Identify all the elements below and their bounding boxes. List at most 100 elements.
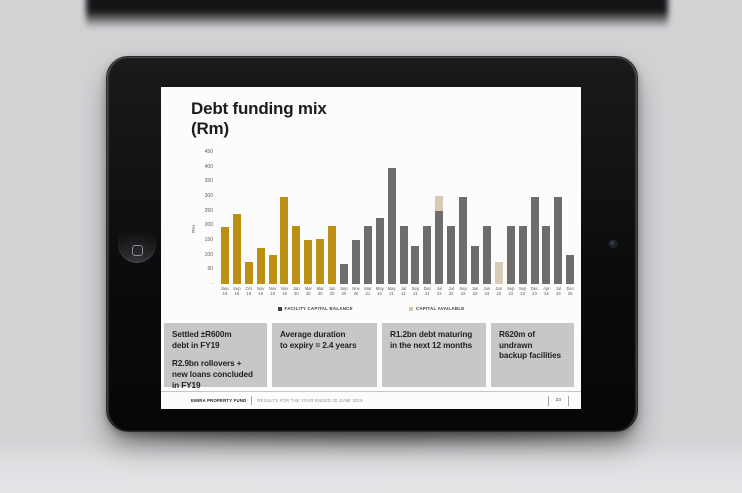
page-number: 23 xyxy=(547,395,569,406)
y-tick-label: 300 xyxy=(204,192,213,199)
x-tick-month: May xyxy=(387,286,396,291)
y-axis-ticks: 450 400 350 300 250 200 150 100 50 - xyxy=(181,150,213,287)
x-tick-month: Jun xyxy=(328,286,336,291)
bar xyxy=(411,246,420,284)
bar xyxy=(256,248,265,284)
y-tick-label: 50 xyxy=(207,266,213,273)
x-tick-year: 23 xyxy=(520,291,525,297)
callout-average-duration: Average duration to expiry = 2.4 years xyxy=(272,323,377,387)
bar-column: Jul 22 xyxy=(445,153,457,296)
bar xyxy=(328,226,337,284)
x-tick-year: 23 xyxy=(496,291,502,297)
footer-subtitle: RESULTS FOR THE YEAR ENDED 30 JUNE 2019 xyxy=(257,398,363,403)
facility-balance-segment xyxy=(435,211,444,284)
x-tick-month: Apr xyxy=(543,286,550,291)
bar xyxy=(387,168,396,284)
home-button[interactable] xyxy=(118,225,156,263)
x-tick-year: 19 xyxy=(234,291,240,297)
capital-available-segment xyxy=(494,262,503,284)
bar xyxy=(232,214,241,284)
bar xyxy=(268,255,277,284)
facility-balance-segment xyxy=(447,226,456,284)
bar-column: Mar 20 xyxy=(302,153,314,296)
bar-column: Nov 19 xyxy=(255,153,267,296)
bar-column: Sep 23 xyxy=(517,153,529,296)
facility-balance-segment xyxy=(542,226,551,284)
bar xyxy=(542,226,551,284)
x-tick-year: 21 xyxy=(401,291,406,297)
bar xyxy=(340,264,349,284)
x-tick-year: 20 xyxy=(353,291,359,297)
x-tick-month: Jul xyxy=(448,286,454,291)
x-tick-year: 20 xyxy=(341,291,347,297)
x-tick-month: Jun xyxy=(471,286,479,291)
x-tick-year: 19 xyxy=(222,291,228,297)
bar xyxy=(316,239,325,284)
x-tick-month: Sep xyxy=(518,286,527,291)
bar xyxy=(363,226,372,284)
bar-column: Jul 24 xyxy=(552,153,564,296)
x-tick-month: Dec xyxy=(423,286,432,291)
facility-balance-segment xyxy=(530,197,539,284)
facility-balance-segment xyxy=(506,226,515,284)
y-tick-label: - xyxy=(211,280,213,287)
footer-brand: EMIRA PROPERTY FUND xyxy=(191,398,247,403)
x-tick-year: 21 xyxy=(413,291,418,297)
bar-column: Jun 23 xyxy=(493,153,505,296)
x-tick-month: Nov xyxy=(352,286,360,291)
x-tick-year: 20 xyxy=(305,291,311,297)
y-tick-label: 350 xyxy=(204,178,213,185)
x-tick-month: May xyxy=(375,286,384,291)
facility-legend-swatch-icon xyxy=(277,306,282,311)
bar-column: Sep 21 xyxy=(410,153,422,296)
facility-balance-segment xyxy=(554,197,563,284)
x-tick-year: 20 xyxy=(294,291,299,297)
x-tick-month: Dec xyxy=(566,286,574,291)
x-tick-month: Nov xyxy=(256,286,265,291)
bar-column: Apr 24 xyxy=(540,153,552,296)
bar xyxy=(304,240,313,284)
bar-column: Sep 22 xyxy=(457,153,469,296)
x-tick-month: Jun xyxy=(495,286,503,291)
facility-balance-segment xyxy=(459,197,468,284)
x-tick-year: 21 xyxy=(389,291,394,297)
facility-balance-segment xyxy=(304,240,313,284)
x-tick-year: 24 xyxy=(544,291,549,297)
facility-balance-segment xyxy=(292,226,301,284)
x-tick-year: 23 xyxy=(532,291,537,297)
bar xyxy=(435,196,444,284)
facility-balance-segment xyxy=(566,255,575,284)
facility-balance-segment xyxy=(256,248,265,284)
bar-column: Jun 23 xyxy=(481,153,493,296)
callout-text: R1.2bn debt maturing in the next 12 mont… xyxy=(390,330,473,350)
bar xyxy=(494,262,503,284)
x-tick-month: Dec xyxy=(530,286,539,291)
x-tick-month: Sep xyxy=(411,286,420,291)
bar-column: Jan 20 xyxy=(290,153,302,296)
x-tick-month: Nov xyxy=(268,286,277,291)
x-tick-month: Sep xyxy=(506,286,515,291)
callout-row: Settled ±R600m debt in FY19 R2.9bn rollo… xyxy=(164,323,574,390)
facility-balance-segment xyxy=(328,226,337,284)
legend-label: FACILITY CAPITAL BALANCE xyxy=(284,306,353,311)
bar-column: Dec 21 xyxy=(421,153,433,296)
x-tick-month: Oct xyxy=(245,286,253,291)
bar-column: Nov 20 xyxy=(350,153,362,296)
x-tick-year: 19 xyxy=(258,291,263,297)
tablet-screen: Debt funding mix (Rm) R'm 450 400 350 300 25… xyxy=(161,87,581,409)
bar-column: Mar 20 xyxy=(314,153,326,296)
facility-balance-segment xyxy=(399,226,408,284)
callout-text: R620m of undrawn backup facilities xyxy=(499,330,562,361)
facility-balance-segment xyxy=(244,262,253,284)
front-camera-icon xyxy=(610,241,616,247)
x-tick-month: Mar xyxy=(316,286,324,291)
callout-text: Settled ±R600m debt in FY19 xyxy=(172,330,232,350)
x-tick-month: Sep xyxy=(459,286,467,291)
callout-debt-maturing: R1.2bn debt maturing in the next 12 mont… xyxy=(382,323,486,387)
facility-balance-segment xyxy=(482,226,491,284)
x-tick-year: 23 xyxy=(472,291,478,297)
facility-balance-segment xyxy=(268,255,277,284)
callout-settled-debt: Settled ±R600m debt in FY19 R2.9bn rollo… xyxy=(164,323,267,390)
x-tick-year: 24 xyxy=(555,291,561,297)
available-legend-swatch-icon xyxy=(408,306,413,311)
